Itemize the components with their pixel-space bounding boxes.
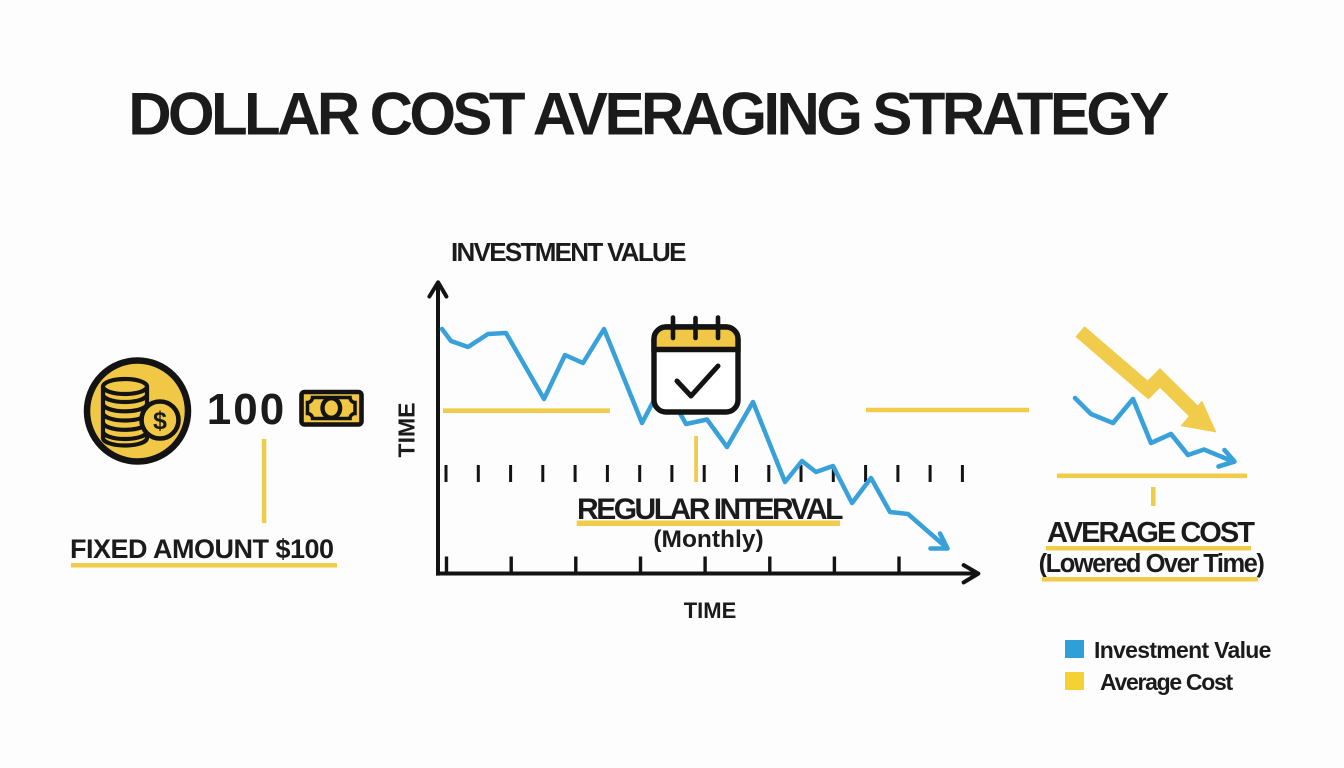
svg-text:TIME: TIME (684, 598, 737, 623)
svg-text:Average Cost: Average Cost (1100, 669, 1233, 695)
svg-text:Investment Value: Investment Value (1094, 637, 1271, 663)
svg-text:DOLLAR COST AVERAGING STRATEGY: DOLLAR COST AVERAGING STRATEGY (128, 81, 1169, 148)
svg-text:$: $ (153, 407, 167, 435)
svg-text:TIME: TIME (394, 403, 420, 458)
svg-text:FIXED AMOUNT $100: FIXED AMOUNT $100 (70, 534, 334, 564)
svg-text:(Lowered Over Time): (Lowered Over Time) (1039, 550, 1265, 578)
svg-text:(Monthly): (Monthly) (653, 526, 763, 553)
svg-text:AVERAGE COST: AVERAGE COST (1047, 517, 1255, 549)
svg-text:INVESTMENT VALUE: INVESTMENT VALUE (451, 237, 686, 267)
svg-text:100: 100 (207, 385, 286, 434)
